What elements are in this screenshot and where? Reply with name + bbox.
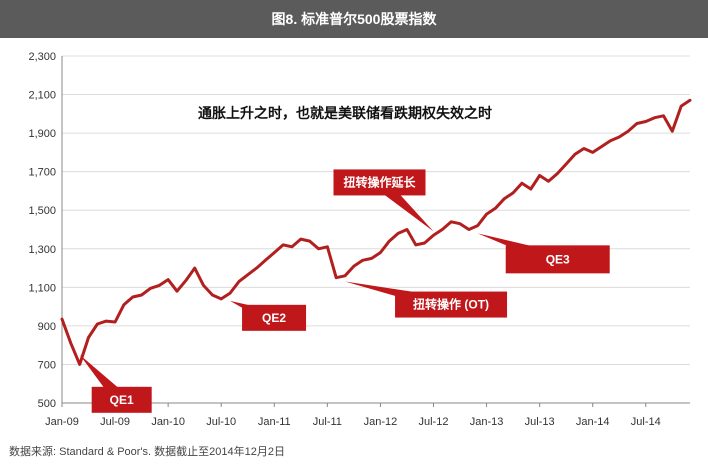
x-tick-label: Jul-11 (313, 416, 342, 428)
source-note: 数据来源: Standard & Poor's. 数据截止至2014年12月2日 (9, 446, 285, 458)
x-tick-label: Jul-09 (100, 416, 130, 428)
series-line (60, 98, 692, 366)
callout-label: QE3 (546, 252, 570, 266)
callout-label: 扭转操作 (OT) (413, 297, 489, 312)
y-tick-label: 900 (38, 321, 56, 333)
callout: QE3 (477, 233, 610, 274)
y-tick-label: 2,100 (28, 90, 56, 102)
callout: QE1 (79, 354, 152, 413)
y-axis-ticks: 500 700 900 1,100 1,300 1,500 1,700 1,900 2,100 2… (28, 51, 56, 410)
axes (61, 56, 690, 404)
callout-box (395, 291, 508, 318)
y-tick-label: 700 (38, 359, 56, 371)
x-tick-label: Jul-14 (631, 416, 661, 428)
y-tick-label: 1,900 (28, 128, 56, 140)
callout-box (505, 245, 610, 274)
callout: 扭转操作 (OT) (345, 281, 508, 318)
chart-title: 图8. 标准普尔500股票指数 (0, 0, 708, 38)
chart-area: 500 700 900 1,100 1,300 1,500 1,700 1,900 2,100 2… (28, 51, 692, 428)
x-tick-label: Jan-10 (151, 416, 185, 428)
y-tick-label: 1,700 (28, 167, 56, 179)
x-tick-label: Jan-09 (45, 416, 79, 428)
x-tick-label: Jan-11 (258, 416, 291, 428)
x-tick-label: Jan-12 (364, 416, 398, 428)
y-tick-label: 1,300 (28, 244, 56, 256)
x-axis-ticks: Jan-09 Jul-09 Jan-10 Jul-10 Jan-11 Jul-11 Jan-… (45, 403, 661, 428)
callout-label: QE2 (262, 311, 286, 325)
y-tick-label: 1,100 (28, 282, 56, 294)
callout-box (242, 304, 307, 331)
callout: QE2 (230, 300, 307, 331)
x-tick-label: Jan-13 (470, 416, 504, 428)
x-tick-label: Jan-14 (576, 416, 610, 428)
y-tick-label: 2,300 (28, 51, 56, 63)
grid-lines (62, 55, 690, 404)
callout: 扭转操作延长 (333, 169, 434, 232)
callout-box (333, 169, 426, 196)
x-tick-label: Jul-10 (206, 416, 236, 428)
y-tick-label: 1,500 (28, 205, 56, 217)
series-layer (60, 98, 692, 366)
y-tick-label: 500 (38, 398, 56, 410)
callout-label: 扭转操作延长 (343, 174, 416, 189)
x-tick-label: Jul-13 (525, 416, 555, 428)
callout-label: QE1 (110, 393, 134, 407)
chart-subtitle: 通胀上升之时，也就是美联储看跌期权失效之时 (198, 105, 492, 121)
callout-box (91, 386, 152, 413)
x-tick-label: Jul-12 (419, 416, 449, 428)
